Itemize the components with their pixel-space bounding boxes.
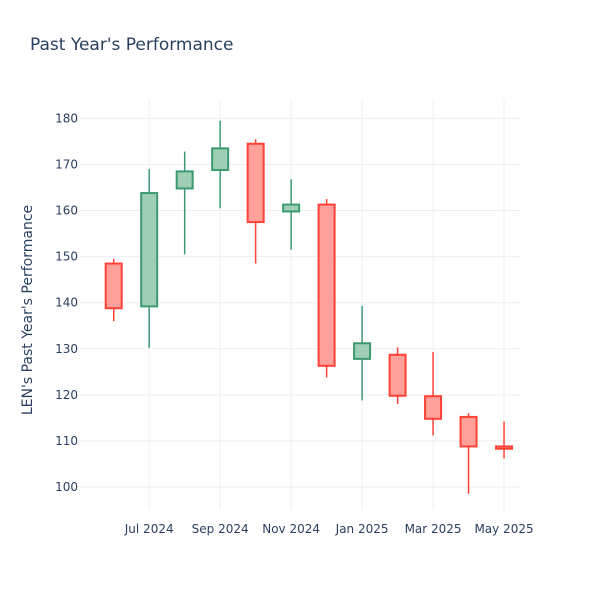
candle-body xyxy=(353,342,372,360)
candle-body xyxy=(246,142,265,224)
candle-body xyxy=(388,353,407,397)
y-axis-title: LEN's Past Year's Performance xyxy=(20,205,36,415)
x-tick-label: Jan 2025 xyxy=(335,522,389,536)
candle-body xyxy=(104,262,123,310)
axis-layer: 100 110 120 130 140 150 160 170 180 Jul 2024 Sep 2… xyxy=(55,111,534,536)
candle-body xyxy=(211,147,230,172)
y-tick-label: 110 xyxy=(55,434,78,448)
candle-body xyxy=(282,203,301,213)
y-tick-label: 120 xyxy=(55,388,78,402)
candle-increasing xyxy=(140,169,159,348)
y-tick-label: 100 xyxy=(55,480,78,494)
candle-body xyxy=(459,415,478,448)
candle-decreasing xyxy=(388,347,407,405)
candle-decreasing xyxy=(317,199,336,378)
y-tick-label: 150 xyxy=(55,250,78,264)
y-tick-label: 160 xyxy=(55,204,78,218)
candle-body xyxy=(317,203,336,367)
x-tick-label: Mar 2025 xyxy=(405,522,462,536)
y-tick-label: 180 xyxy=(55,111,78,125)
candle-decreasing xyxy=(104,258,123,322)
y-tick-label: 170 xyxy=(55,157,78,171)
candle-increasing xyxy=(175,151,194,255)
x-tick-label: Sep 2024 xyxy=(192,522,249,536)
candle-body xyxy=(424,395,443,420)
candle-body xyxy=(140,192,159,308)
candle-body xyxy=(175,170,194,190)
y-tick-label: 130 xyxy=(55,342,78,356)
x-tick-label: May 2025 xyxy=(474,522,533,536)
x-tick-label: Jul 2024 xyxy=(124,522,174,536)
candle-body xyxy=(495,445,514,450)
candle-increasing xyxy=(353,305,372,401)
candle-increasing xyxy=(282,179,301,250)
y-tick-label: 140 xyxy=(55,296,78,310)
chart-title: Past Year's Performance xyxy=(30,35,234,55)
candle-increasing xyxy=(211,120,230,209)
x-tick-label: Nov 2024 xyxy=(262,522,320,536)
candle-decreasing xyxy=(424,351,443,436)
candle-layer xyxy=(104,120,514,494)
candle-decreasing xyxy=(495,421,514,459)
candle-decreasing xyxy=(459,413,478,494)
candle-decreasing xyxy=(246,139,265,264)
